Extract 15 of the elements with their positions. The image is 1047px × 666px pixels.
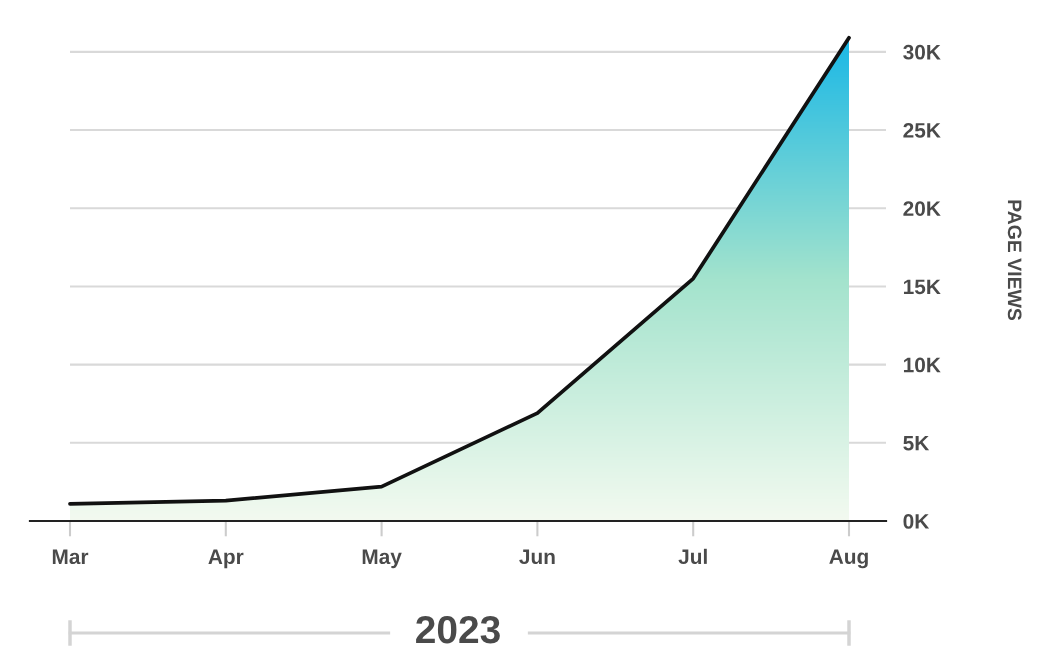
y-tick-label: 0K — [903, 514, 930, 529]
y-tick-label: 30K — [903, 44, 941, 60]
y-axis-title: PAGE VIEWS — [1007, 200, 1022, 321]
y-tick-label: 20K — [903, 201, 941, 216]
x-tick-label: Aug — [829, 549, 868, 569]
y-tick-label: 25K — [903, 123, 941, 138]
y-tick-label: 10K — [903, 357, 941, 373]
y-tick-label: 15K — [903, 279, 941, 295]
x-tick-label: Jul — [678, 548, 707, 565]
y-tick-label: 5K — [903, 436, 930, 451]
x-tick-label: Mar — [52, 549, 89, 565]
x-tick-label: Apr — [208, 549, 244, 569]
x-axis-title: 2023 — [416, 615, 500, 644]
x-tick-label: May — [362, 549, 402, 569]
x-tick-label: Jun — [519, 549, 555, 565]
